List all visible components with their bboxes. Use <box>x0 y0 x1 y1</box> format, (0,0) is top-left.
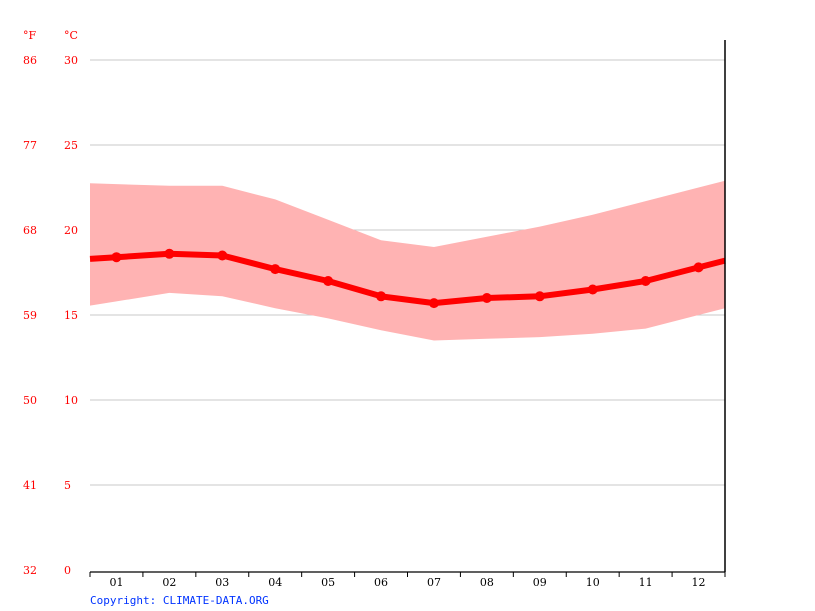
x-tick-label: 02 <box>162 576 176 589</box>
y-axis-labels: 32 0 41 5 50 10 59 15 68 20 77 25 86 30 <box>23 54 78 577</box>
data-point <box>640 276 651 286</box>
data-point <box>111 252 122 263</box>
y-tick-celsius: 10 <box>64 394 78 407</box>
x-tick-label: 12 <box>692 576 706 589</box>
data-point <box>270 264 281 275</box>
data-point <box>693 262 704 273</box>
data-point <box>323 276 334 286</box>
data-point <box>587 284 598 295</box>
x-tick-label: 03 <box>215 576 229 589</box>
y-tick-fahrenheit: 32 <box>23 564 37 577</box>
data-point <box>217 250 228 261</box>
y-tick-fahrenheit: 41 <box>23 479 37 492</box>
x-tick-label: 11 <box>639 576 653 589</box>
x-axis-ticks: 01 02 03 04 05 06 07 08 09 10 11 12 <box>89 572 726 589</box>
y-tick-fahrenheit: 68 <box>23 224 37 237</box>
x-tick-label: 09 <box>533 576 547 589</box>
y-tick-fahrenheit: 86 <box>23 54 37 67</box>
average-temperature-points <box>111 248 704 309</box>
y-tick-fahrenheit: 50 <box>23 394 37 407</box>
data-point <box>481 293 492 303</box>
data-point <box>534 291 545 302</box>
x-tick-label: 07 <box>427 576 441 589</box>
x-tick-label: 04 <box>268 576 282 589</box>
unit-celsius-label: °C <box>64 29 78 42</box>
average-temperature-line <box>89 250 726 307</box>
data-point <box>164 248 175 259</box>
x-tick-label: 08 <box>480 576 494 589</box>
y-tick-celsius: 20 <box>64 224 78 237</box>
x-tick-label: 01 <box>109 576 123 589</box>
unit-fahrenheit-label: °F <box>23 29 37 42</box>
x-tick-label: 06 <box>374 576 388 589</box>
y-tick-fahrenheit: 77 <box>23 139 37 152</box>
temperature-range-band <box>90 180 725 341</box>
data-point <box>376 291 387 302</box>
y-tick-fahrenheit: 59 <box>23 309 37 322</box>
x-tick-label: 05 <box>321 576 335 589</box>
y-tick-celsius: 15 <box>64 309 78 322</box>
y-tick-celsius: 25 <box>64 139 78 152</box>
data-point <box>428 298 439 309</box>
x-tick-label: 10 <box>586 576 600 589</box>
y-tick-celsius: 5 <box>64 479 71 492</box>
copyright-link[interactable]: Copyright: CLIMATE-DATA.ORG <box>90 594 269 607</box>
y-tick-celsius: 0 <box>64 564 71 577</box>
y-tick-celsius: 30 <box>64 54 78 67</box>
